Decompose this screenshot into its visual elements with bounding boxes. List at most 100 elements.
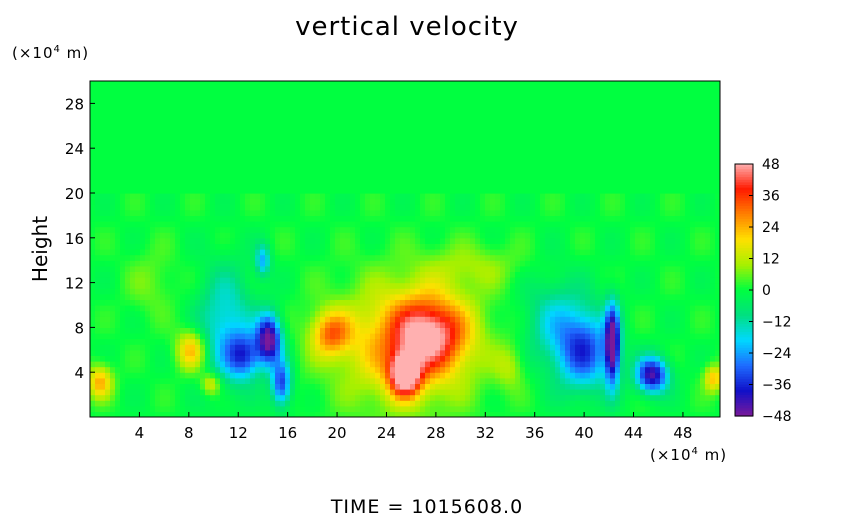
heatmap-cell: [500, 394, 506, 401]
heatmap-cell: [165, 265, 171, 272]
heatmap-cell: [465, 366, 471, 373]
heatmap-cell: [305, 394, 311, 401]
heatmap-cell: [360, 282, 366, 289]
heatmap-cell: [470, 299, 476, 306]
heatmap-cell: [150, 137, 156, 144]
heatmap-cell: [235, 277, 241, 284]
heatmap-cell: [470, 125, 476, 132]
heatmap-cell: [440, 405, 446, 412]
heatmap-cell: [315, 260, 321, 267]
heatmap-cell: [155, 170, 161, 177]
heatmap-cell: [190, 405, 196, 412]
heatmap-cell: [95, 394, 101, 401]
heatmap-cell: [290, 81, 296, 88]
heatmap-cell: [400, 193, 406, 200]
heatmap-cell: [465, 125, 471, 132]
heatmap-cell: [225, 114, 231, 121]
heatmap-cell: [320, 142, 326, 149]
heatmap-cell: [380, 316, 386, 323]
heatmap-cell: [305, 282, 311, 289]
heatmap-cell: [465, 333, 471, 340]
heatmap-cell: [205, 81, 211, 88]
heatmap-cell: [395, 170, 401, 177]
heatmap-cell: [95, 137, 101, 144]
heatmap-cell: [330, 321, 336, 328]
heatmap-cell: [95, 114, 101, 121]
heatmap-cell: [105, 97, 111, 104]
heatmap-cell: [330, 254, 336, 261]
heatmap-cell: [310, 333, 316, 340]
heatmap-cell: [125, 405, 131, 412]
heatmap-cell: [230, 137, 236, 144]
heatmap-cell: [170, 215, 176, 222]
heatmap-cell: [290, 349, 296, 356]
heatmap-cell: [285, 176, 291, 183]
heatmap-cell: [125, 260, 131, 267]
heatmap-cell: [345, 349, 351, 356]
heatmap-cell: [385, 383, 391, 390]
heatmap-cell: [410, 316, 416, 323]
heatmap-cell: [385, 249, 391, 256]
heatmap-cell: [305, 97, 311, 104]
heatmap-cell: [205, 293, 211, 300]
heatmap-cell: [325, 277, 331, 284]
heatmap-cell: [210, 142, 216, 149]
heatmap-cell: [120, 383, 126, 390]
heatmap-cell: [300, 237, 306, 244]
heatmap-cell: [485, 372, 491, 379]
heatmap-cell: [135, 142, 141, 149]
heatmap-cell: [140, 221, 146, 228]
heatmap-cell: [220, 299, 226, 306]
heatmap-cell: [320, 165, 326, 172]
heatmap-cell: [295, 181, 301, 188]
heatmap-cell: [495, 142, 501, 149]
heatmap-cell: [380, 137, 386, 144]
heatmap-cell: [315, 411, 321, 417]
heatmap-cell: [140, 243, 146, 250]
heatmap-cell: [365, 344, 371, 351]
heatmap-cell: [280, 232, 286, 239]
heatmap-cell: [340, 338, 346, 345]
heatmap-cell: [340, 114, 346, 121]
heatmap-cell: [270, 355, 276, 362]
heatmap-cell: [185, 260, 191, 267]
heatmap-cell: [120, 310, 126, 317]
heatmap-cell: [335, 260, 341, 267]
heatmap-cell: [245, 344, 251, 351]
heatmap-cell: [365, 97, 371, 104]
heatmap-cell: [235, 221, 241, 228]
heatmap-cell: [365, 204, 371, 211]
heatmap-cell: [470, 349, 476, 356]
heatmap-cell: [305, 338, 311, 345]
heatmap-cell: [95, 204, 101, 211]
heatmap-cell: [205, 372, 211, 379]
heatmap-cell: [195, 86, 201, 93]
heatmap-cell: [290, 400, 296, 407]
heatmap-cell: [340, 148, 346, 155]
heatmap-cell: [380, 310, 386, 317]
heatmap-cell: [240, 221, 246, 228]
heatmap-cell: [385, 293, 391, 300]
heatmap-cell: [275, 243, 281, 250]
heatmap-cell: [280, 305, 286, 312]
heatmap-cell: [255, 327, 261, 334]
heatmap-cell: [95, 142, 101, 149]
heatmap-cell: [390, 277, 396, 284]
heatmap-cell: [300, 265, 306, 272]
heatmap-cell: [455, 254, 461, 261]
heatmap-cell: [245, 389, 251, 396]
heatmap-cell: [325, 226, 331, 233]
heatmap-cell: [390, 187, 396, 194]
heatmap-cell: [220, 165, 226, 172]
heatmap-cell: [490, 361, 496, 368]
heatmap-cell: [150, 277, 156, 284]
heatmap-cell: [365, 366, 371, 373]
heatmap-cell: [370, 148, 376, 155]
heatmap-cell: [210, 372, 216, 379]
heatmap-cell: [390, 109, 396, 116]
heatmap-cell: [355, 204, 361, 211]
heatmap-cell: [200, 333, 206, 340]
heatmap-cell: [230, 215, 236, 222]
heatmap-cell: [205, 333, 211, 340]
heatmap-cell: [480, 344, 486, 351]
